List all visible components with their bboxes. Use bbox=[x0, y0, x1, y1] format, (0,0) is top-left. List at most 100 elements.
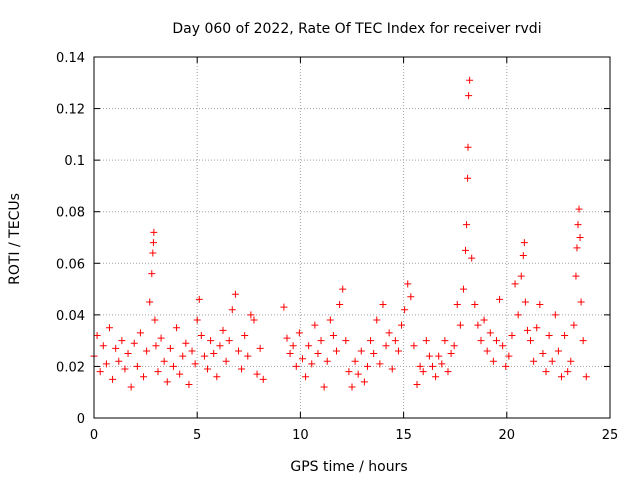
y-tick-label: 0.06 bbox=[56, 257, 85, 272]
data-point bbox=[425, 352, 433, 360]
data-point bbox=[244, 352, 252, 360]
data-point bbox=[154, 368, 162, 376]
x-tick-label: 0 bbox=[90, 428, 98, 443]
data-point bbox=[152, 342, 160, 350]
data-point bbox=[572, 272, 580, 280]
data-point bbox=[311, 321, 319, 329]
data-point bbox=[539, 350, 547, 358]
data-point bbox=[200, 352, 208, 360]
data-point bbox=[505, 352, 513, 360]
data-point bbox=[477, 337, 485, 345]
data-point bbox=[410, 342, 418, 350]
data-point bbox=[289, 342, 297, 350]
data-point bbox=[574, 221, 582, 229]
data-point bbox=[256, 344, 264, 352]
data-point bbox=[326, 316, 334, 324]
data-point bbox=[564, 368, 572, 376]
data-point bbox=[517, 272, 525, 280]
x-tick-label: 5 bbox=[193, 428, 201, 443]
data-point bbox=[523, 326, 531, 334]
data-point bbox=[197, 331, 205, 339]
data-point bbox=[542, 368, 550, 376]
data-point bbox=[465, 92, 473, 100]
data-point bbox=[464, 143, 472, 151]
data-point bbox=[474, 321, 482, 329]
data-point bbox=[193, 316, 201, 324]
data-point bbox=[432, 373, 440, 381]
data-point bbox=[357, 347, 365, 355]
data-point bbox=[179, 352, 187, 360]
data-point bbox=[308, 360, 316, 368]
data-point bbox=[188, 347, 196, 355]
data-point bbox=[109, 375, 117, 383]
data-point bbox=[462, 246, 470, 254]
data-point bbox=[191, 360, 199, 368]
data-point bbox=[333, 347, 341, 355]
data-point bbox=[577, 298, 585, 306]
data-point bbox=[163, 378, 171, 386]
data-point bbox=[166, 344, 174, 352]
data-point bbox=[373, 316, 381, 324]
data-point bbox=[207, 337, 215, 345]
data-point bbox=[99, 342, 107, 350]
data-point bbox=[561, 331, 569, 339]
data-point bbox=[435, 352, 443, 360]
data-point bbox=[557, 373, 565, 381]
data-point bbox=[370, 350, 378, 358]
data-point bbox=[136, 329, 144, 337]
data-point bbox=[363, 362, 371, 370]
data-point bbox=[468, 254, 476, 262]
data-point bbox=[480, 316, 488, 324]
data-point bbox=[298, 355, 306, 363]
data-point bbox=[499, 342, 507, 350]
data-point bbox=[115, 357, 123, 365]
data-point bbox=[536, 301, 544, 309]
data-point bbox=[422, 337, 430, 345]
data-point bbox=[317, 337, 325, 345]
data-point bbox=[241, 331, 249, 339]
y-tick-label: 0.04 bbox=[56, 309, 85, 324]
data-point bbox=[351, 357, 359, 365]
data-point bbox=[105, 324, 113, 332]
data-point bbox=[216, 342, 224, 350]
data-point bbox=[112, 344, 120, 352]
y-tick-label: 0.1 bbox=[64, 154, 85, 169]
data-point bbox=[336, 301, 344, 309]
data-point bbox=[391, 337, 399, 345]
data-point bbox=[514, 311, 522, 319]
data-point bbox=[379, 301, 387, 309]
y-tick-label: 0.08 bbox=[56, 206, 85, 221]
data-point bbox=[286, 350, 294, 358]
data-point bbox=[234, 347, 242, 355]
y-tick-label: 0 bbox=[77, 412, 85, 427]
chart-title: Day 060 of 2022, Rate Of TEC Index for r… bbox=[172, 21, 541, 37]
x-tick-label: 20 bbox=[499, 428, 516, 443]
data-point bbox=[367, 337, 375, 345]
data-point bbox=[149, 239, 157, 247]
data-point bbox=[527, 337, 535, 345]
axis-ticks bbox=[93, 56, 611, 419]
data-point bbox=[444, 368, 452, 376]
data-point bbox=[459, 285, 467, 293]
data-point bbox=[404, 280, 412, 288]
data-point bbox=[520, 239, 528, 247]
data-point bbox=[453, 301, 461, 309]
data-point bbox=[176, 370, 184, 378]
data-point bbox=[195, 295, 203, 303]
data-point bbox=[567, 357, 575, 365]
data-point bbox=[573, 244, 581, 252]
data-point bbox=[447, 350, 455, 358]
data-point bbox=[413, 380, 421, 388]
data-point bbox=[401, 306, 409, 314]
data-points bbox=[90, 76, 590, 391]
data-point bbox=[121, 365, 129, 373]
data-point bbox=[329, 331, 337, 339]
data-point bbox=[382, 342, 390, 350]
data-point bbox=[582, 373, 590, 381]
y-tick-label: 0.12 bbox=[56, 103, 85, 118]
y-tick-label: 0.02 bbox=[56, 360, 85, 375]
data-point bbox=[150, 228, 158, 236]
data-point bbox=[519, 252, 527, 260]
data-point bbox=[124, 350, 132, 358]
